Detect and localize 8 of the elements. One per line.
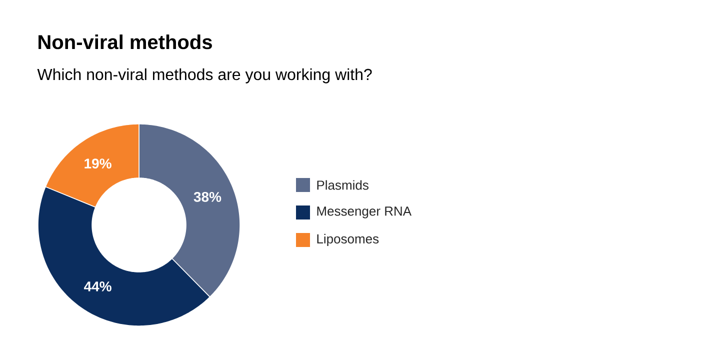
chart-title: Non-viral methods xyxy=(38,34,212,50)
legend-label: Plasmids xyxy=(317,180,368,190)
data-label: 44% xyxy=(84,282,112,292)
legend-label: Messenger RNA xyxy=(317,206,412,218)
data-label: 38% xyxy=(194,192,222,202)
legend-label: Liposomes xyxy=(317,234,379,246)
chart-subtitle: Which non-viral methods are you working with? xyxy=(37,68,372,84)
data-label: 19% xyxy=(84,158,112,168)
